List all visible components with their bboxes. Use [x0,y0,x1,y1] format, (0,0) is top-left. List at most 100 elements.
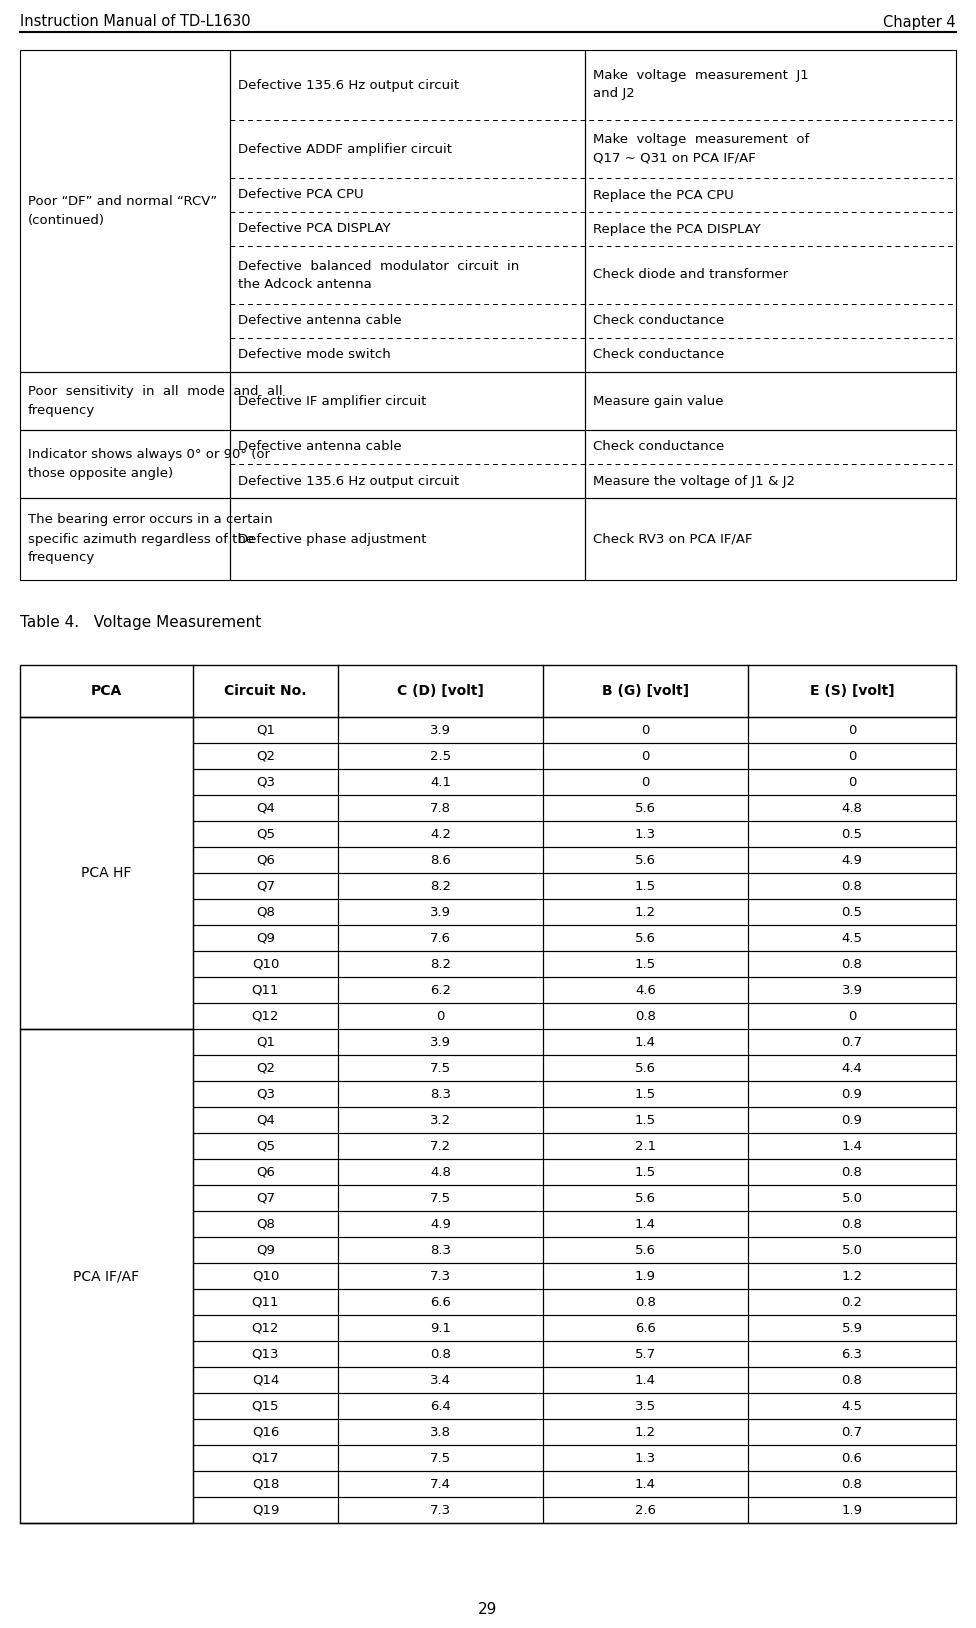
Bar [543,1472,748,1498]
Text: 1.4: 1.4 [635,1035,656,1048]
Text: 0.8: 0.8 [841,879,863,892]
Text: Q17: Q17 [252,1452,279,1465]
Text: Q7: Q7 [256,879,275,892]
Bar [193,1185,338,1211]
Text: Q13: Q13 [252,1348,279,1361]
Text: Q9: Q9 [256,931,275,944]
Text: Defective antenna cable: Defective antenna cable [238,314,402,327]
Bar [338,1133,543,1159]
Text: 5.7: 5.7 [635,1348,656,1361]
Bar [748,1341,956,1368]
Bar [193,847,338,873]
Bar [748,1029,956,1055]
Text: 1.9: 1.9 [841,1504,863,1517]
Bar [193,1029,338,1055]
Bar [748,716,956,742]
Text: 5.6: 5.6 [635,1244,656,1257]
Text: PCA IF/AF: PCA IF/AF [73,1268,140,1283]
Text: Q12: Q12 [252,1009,279,1022]
Bar [20,1029,193,1524]
Text: Poor  sensitivity  in  all  mode  and  all
frequency: Poor sensitivity in all mode and all fre… [28,384,283,417]
Text: Q11: Q11 [252,983,279,996]
Text: 6.3: 6.3 [841,1348,863,1361]
Text: 0.8: 0.8 [430,1348,451,1361]
Text: B (G) [volt]: B (G) [volt] [602,684,689,698]
Text: 0: 0 [641,723,650,736]
Bar [338,1289,543,1315]
Text: 4.2: 4.2 [430,827,451,840]
Bar [543,1368,748,1394]
Bar [543,716,748,742]
Text: 2.5: 2.5 [430,749,451,762]
Text: Q2: Q2 [256,749,275,762]
Text: 1.2: 1.2 [841,1270,863,1283]
Text: Replace the PCA DISPLAY: Replace the PCA DISPLAY [593,223,760,236]
Bar [543,768,748,794]
Text: 0.8: 0.8 [841,1218,863,1231]
Text: 9.1: 9.1 [430,1322,451,1335]
Bar [748,821,956,847]
Text: The bearing error occurs in a certain
specific azimuth regardless of the
frequen: The bearing error occurs in a certain sp… [28,513,272,565]
Text: 0.7: 0.7 [841,1426,863,1439]
Text: 0.8: 0.8 [841,1166,863,1179]
Text: 4.9: 4.9 [841,853,863,866]
Bar [543,1081,748,1107]
Bar [338,1107,543,1133]
Text: C (D) [volt]: C (D) [volt] [397,684,484,698]
Text: 1.2: 1.2 [635,905,656,918]
Text: 3.2: 3.2 [430,1114,451,1127]
Bar [230,430,585,498]
Bar [543,977,748,1003]
Text: Defective ADDF amplifier circuit: Defective ADDF amplifier circuit [238,143,452,156]
Text: 3.4: 3.4 [430,1374,451,1387]
Text: Indicator shows always 0° or 90° (or
those opposite angle): Indicator shows always 0° or 90° (or tho… [28,448,270,480]
Bar [193,1394,338,1420]
Text: 6.6: 6.6 [635,1322,656,1335]
Text: 3.9: 3.9 [430,905,451,918]
Bar [338,1055,543,1081]
Text: Replace the PCA CPU: Replace the PCA CPU [593,189,734,202]
Text: 0.8: 0.8 [841,1374,863,1387]
Bar [193,1420,338,1446]
Text: Q8: Q8 [256,905,275,918]
Bar [338,1263,543,1289]
Bar [193,1159,338,1185]
Text: 8.6: 8.6 [430,853,451,866]
Bar [338,742,543,768]
Bar [338,925,543,951]
Text: 29: 29 [478,1602,498,1618]
Text: Poor “DF” and normal “RCV”
(continued): Poor “DF” and normal “RCV” (continued) [28,195,218,226]
Text: 0.2: 0.2 [841,1296,863,1309]
Text: 6.4: 6.4 [430,1400,451,1413]
Text: 4.1: 4.1 [430,775,451,788]
Bar [543,899,748,925]
Bar [748,925,956,951]
Text: 1.5: 1.5 [635,1114,656,1127]
Text: 5.0: 5.0 [841,1192,863,1205]
Bar [543,1420,748,1446]
Bar [193,1498,338,1524]
Text: 1.4: 1.4 [635,1218,656,1231]
Text: Defective phase adjustment: Defective phase adjustment [238,532,427,545]
Text: 0.7: 0.7 [841,1035,863,1048]
Bar [338,716,543,742]
Bar [543,1289,748,1315]
Bar [543,1446,748,1472]
Text: Q8: Q8 [256,1218,275,1231]
Bar [543,1159,748,1185]
Text: Defective PCA CPU: Defective PCA CPU [238,189,364,202]
Bar [193,977,338,1003]
Text: 5.6: 5.6 [635,1192,656,1205]
Bar [748,742,956,768]
Text: Q12: Q12 [252,1322,279,1335]
Text: 3.9: 3.9 [430,723,451,736]
Bar [748,768,956,794]
Text: Q3: Q3 [256,1088,275,1101]
Text: 0: 0 [848,749,856,762]
Text: 0: 0 [641,749,650,762]
Text: 7.5: 7.5 [430,1061,451,1074]
Bar [748,1368,956,1394]
Bar [748,1394,956,1420]
Text: 4.5: 4.5 [841,1400,863,1413]
Bar [585,50,956,373]
